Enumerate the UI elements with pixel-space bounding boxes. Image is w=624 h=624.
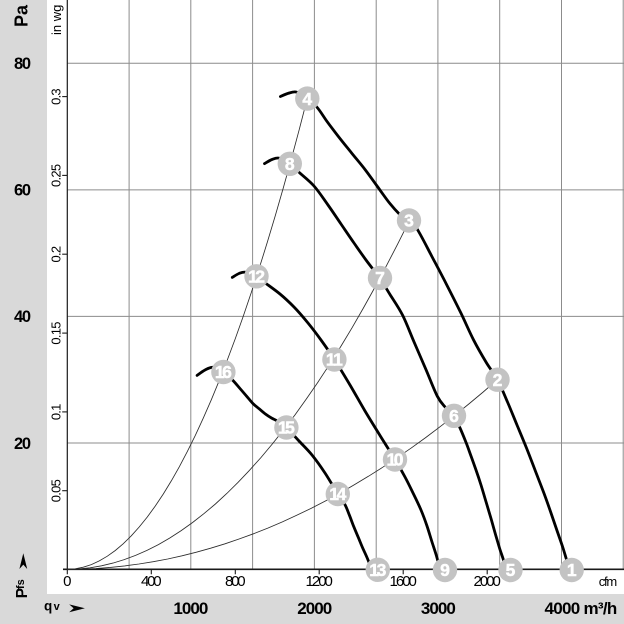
svg-text:0.1: 0.1 [48,404,63,421]
svg-text:15: 15 [278,418,295,438]
svg-text:1200: 1200 [306,573,333,590]
svg-text:7: 7 [375,268,385,288]
svg-text:0.15: 0.15 [48,322,63,345]
svg-text:4: 4 [302,89,312,109]
svg-text:800: 800 [225,573,246,590]
svg-text:P: P [14,588,31,598]
svg-text:cfm: cfm [599,574,618,589]
svg-text:q: q [44,599,52,614]
svg-text:2000: 2000 [297,599,332,618]
svg-text:60: 60 [14,182,31,200]
svg-text:400: 400 [141,573,162,590]
svg-text:4000 m³/h: 4000 m³/h [545,599,618,618]
svg-text:in wg: in wg [49,5,64,35]
svg-text:fs: fs [15,579,27,589]
svg-text:5: 5 [506,560,516,580]
svg-text:0.25: 0.25 [48,164,63,187]
svg-text:6: 6 [449,406,459,426]
svg-text:1600: 1600 [390,573,417,590]
svg-text:11: 11 [326,350,343,370]
svg-text:0: 0 [63,573,71,590]
svg-text:0.2: 0.2 [48,246,63,263]
svg-text:8: 8 [285,154,295,174]
svg-text:14: 14 [329,484,346,504]
svg-text:12: 12 [248,267,265,287]
svg-text:13: 13 [369,560,386,580]
svg-text:v: v [54,601,61,613]
svg-text:9: 9 [440,560,450,580]
svg-text:Pa: Pa [12,4,32,27]
svg-text:3: 3 [404,211,414,231]
svg-text:3000: 3000 [421,599,456,618]
svg-text:2: 2 [493,370,503,390]
svg-text:1000: 1000 [173,599,208,618]
svg-text:20: 20 [14,435,31,453]
svg-text:80: 80 [14,55,31,73]
svg-text:1: 1 [567,560,577,580]
svg-text:0.05: 0.05 [48,479,63,502]
svg-text:0.3: 0.3 [48,88,63,105]
svg-text:40: 40 [14,308,31,326]
svg-text:10: 10 [387,450,404,470]
svg-text:2000: 2000 [474,573,501,590]
svg-text:16: 16 [215,362,232,382]
